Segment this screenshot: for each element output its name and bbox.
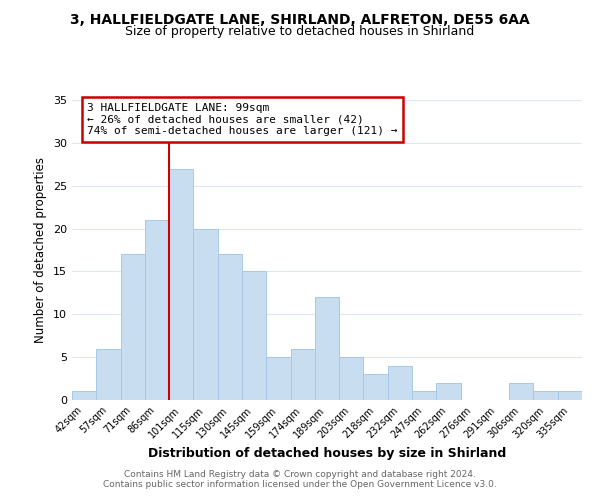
Bar [339,357,364,400]
Text: Contains HM Land Registry data © Crown copyright and database right 2024.: Contains HM Land Registry data © Crown c… [124,470,476,479]
Bar [436,383,461,400]
Bar [533,392,558,400]
Bar [266,357,290,400]
Bar [72,392,96,400]
Bar [242,272,266,400]
Text: 3 HALLFIELDGATE LANE: 99sqm
← 26% of detached houses are smaller (42)
74% of sem: 3 HALLFIELDGATE LANE: 99sqm ← 26% of det… [88,103,398,136]
Bar [315,297,339,400]
Bar [364,374,388,400]
Bar [145,220,169,400]
Text: 3, HALLFIELDGATE LANE, SHIRLAND, ALFRETON, DE55 6AA: 3, HALLFIELDGATE LANE, SHIRLAND, ALFRETO… [70,12,530,26]
Bar [388,366,412,400]
Bar [121,254,145,400]
Bar [169,168,193,400]
Bar [558,392,582,400]
Bar [218,254,242,400]
Bar [193,228,218,400]
Bar [412,392,436,400]
Bar [290,348,315,400]
Y-axis label: Number of detached properties: Number of detached properties [34,157,47,343]
Bar [509,383,533,400]
Bar [96,348,121,400]
X-axis label: Distribution of detached houses by size in Shirland: Distribution of detached houses by size … [148,446,506,460]
Text: Contains public sector information licensed under the Open Government Licence v3: Contains public sector information licen… [103,480,497,489]
Text: Size of property relative to detached houses in Shirland: Size of property relative to detached ho… [125,25,475,38]
